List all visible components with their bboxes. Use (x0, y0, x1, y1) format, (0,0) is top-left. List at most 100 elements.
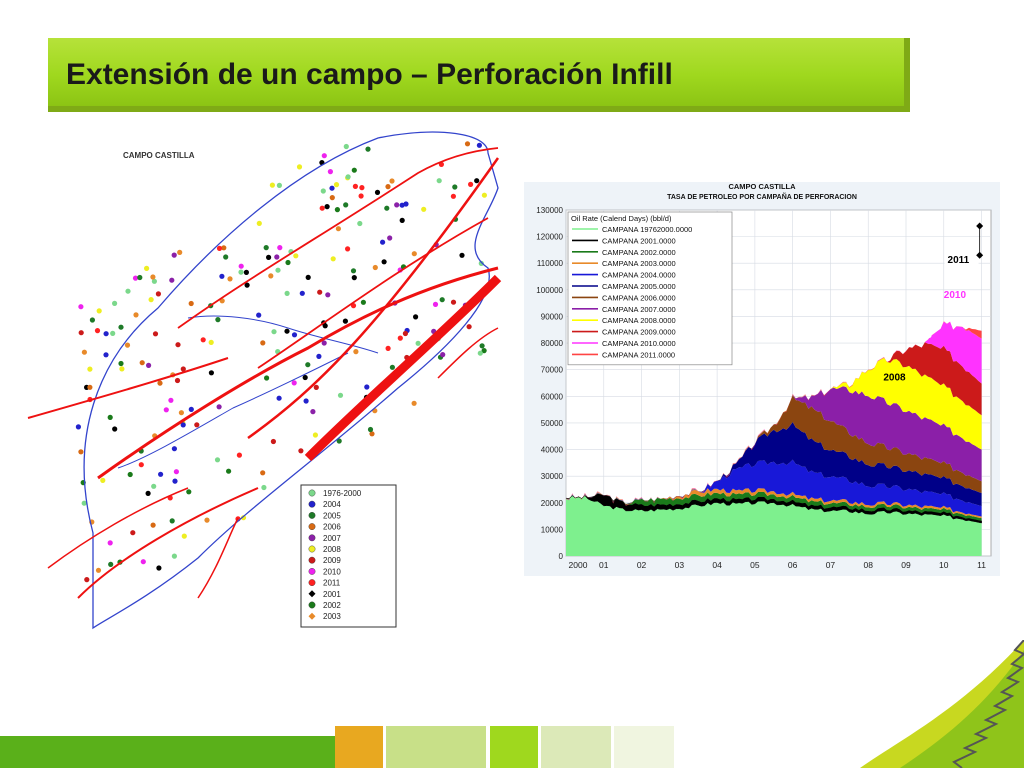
y-tick-label: 40000 (541, 446, 564, 455)
map-legend-label: 1976-2000 (323, 489, 362, 498)
well-marker (413, 314, 419, 320)
map-legend-marker (308, 523, 316, 530)
well-marker (171, 252, 177, 258)
well-marker (385, 345, 391, 351)
chart-legend-label: CAMPANA 2008.0000 (602, 316, 676, 325)
well-marker (204, 517, 210, 523)
well-marker (264, 375, 270, 381)
well-marker (313, 384, 319, 390)
well-marker (310, 409, 316, 415)
well-marker (78, 330, 84, 336)
footer-block-orange (335, 726, 383, 768)
map-legend-items: 1976-2000 2004 2005 2006 2007 2008 2009 2010 201… (308, 489, 362, 621)
field-boundary (83, 131, 499, 630)
well-marker (110, 330, 116, 336)
well-marker (397, 335, 403, 341)
chart-legend-label: CAMPANA 2006.0000 (602, 293, 676, 302)
well-marker (345, 246, 351, 252)
chart-legend-label: CAMPANA 2010.0000 (602, 339, 676, 348)
river-line (117, 352, 349, 469)
well-marker (319, 205, 325, 211)
chart-legend-label: CAMPANA 2003.0000 (602, 259, 676, 268)
well-marker (216, 245, 223, 251)
fault-line-6 (257, 217, 489, 369)
y-tick-label: 100000 (536, 286, 563, 295)
well-marker (276, 395, 282, 401)
well-marker (208, 339, 214, 345)
well-marker (302, 374, 308, 381)
well-marker (171, 553, 177, 559)
well-marker (172, 478, 178, 484)
well-marker (450, 193, 456, 199)
well-marker (200, 337, 206, 343)
well-marker (127, 471, 133, 478)
footer-block-green (490, 726, 538, 768)
x-tick-label: 09 (901, 560, 911, 570)
area-series-6 (566, 395, 982, 505)
well-marker (284, 290, 290, 296)
map-legend: 1976-2000 2004 2005 2006 2007 2008 2009 2010 201… (300, 484, 397, 628)
well-marker (384, 205, 390, 211)
well-marker (402, 330, 408, 337)
chart-legend-title: Oil Rate (Calend Days) (bbl/d) (571, 214, 672, 223)
well-marker (89, 317, 95, 323)
well-marker (100, 477, 106, 483)
area-series-3 (566, 488, 982, 519)
well-marker (459, 252, 465, 258)
well-marker (151, 278, 157, 284)
well-marker (78, 449, 84, 455)
well-marker (324, 204, 330, 210)
y-tick-label: 10000 (541, 525, 564, 534)
well-marker (261, 484, 267, 491)
map-legend-marker (308, 500, 316, 508)
well-marker (226, 468, 232, 474)
well-marker (450, 299, 457, 305)
well-marker (275, 267, 281, 273)
x-tick-label: 11 (977, 560, 986, 570)
well-marker (260, 340, 266, 346)
well-marker (399, 217, 405, 223)
map-legend-label: 2001 (323, 590, 341, 599)
well-marker (139, 360, 145, 366)
well-marker (87, 366, 93, 372)
y-tick-label: 110000 (537, 259, 564, 268)
well-marker (342, 318, 348, 324)
well-marker (357, 220, 363, 227)
y-tick-label: 80000 (541, 339, 564, 348)
well-marker (256, 220, 262, 226)
well-marker (329, 195, 335, 201)
chart-legend-label: CAMPANA 2005.0000 (602, 282, 676, 291)
well-marker (94, 328, 101, 334)
y-tick-label: 60000 (541, 392, 564, 401)
well-marker (188, 300, 194, 307)
y-tick-label: 90000 (541, 312, 564, 321)
well-marker (156, 565, 162, 571)
map-legend-label: 2004 (323, 500, 341, 509)
well-markers (75, 141, 487, 583)
production-chart: CAMPO CASTILLA TASA DE PETROLEO POR CAMP… (524, 182, 1000, 576)
chart-legend-label: CAMPANA 2004.0000 (602, 271, 676, 280)
well-marker (284, 328, 290, 334)
well-marker (215, 317, 221, 323)
well-marker (177, 249, 183, 255)
well-marker (276, 182, 282, 188)
well-marker (316, 353, 322, 359)
well-marker (87, 384, 93, 390)
well-marker (351, 167, 357, 173)
well-marker (112, 426, 118, 432)
well-marker (244, 282, 250, 288)
well-marker (236, 452, 242, 458)
well-marker (478, 260, 484, 266)
well-marker (268, 273, 274, 279)
fault-line-thick (304, 274, 502, 462)
well-marker (157, 380, 163, 386)
fault-line-5 (177, 147, 499, 329)
chart-legend-box (567, 211, 733, 366)
well-marker (124, 342, 131, 348)
well-marker (369, 431, 375, 437)
well-marker (440, 352, 446, 358)
well-marker (364, 384, 370, 390)
annotation-label: 2008 (883, 372, 906, 383)
well-marker (163, 407, 169, 413)
fault-line-7 (47, 487, 189, 569)
